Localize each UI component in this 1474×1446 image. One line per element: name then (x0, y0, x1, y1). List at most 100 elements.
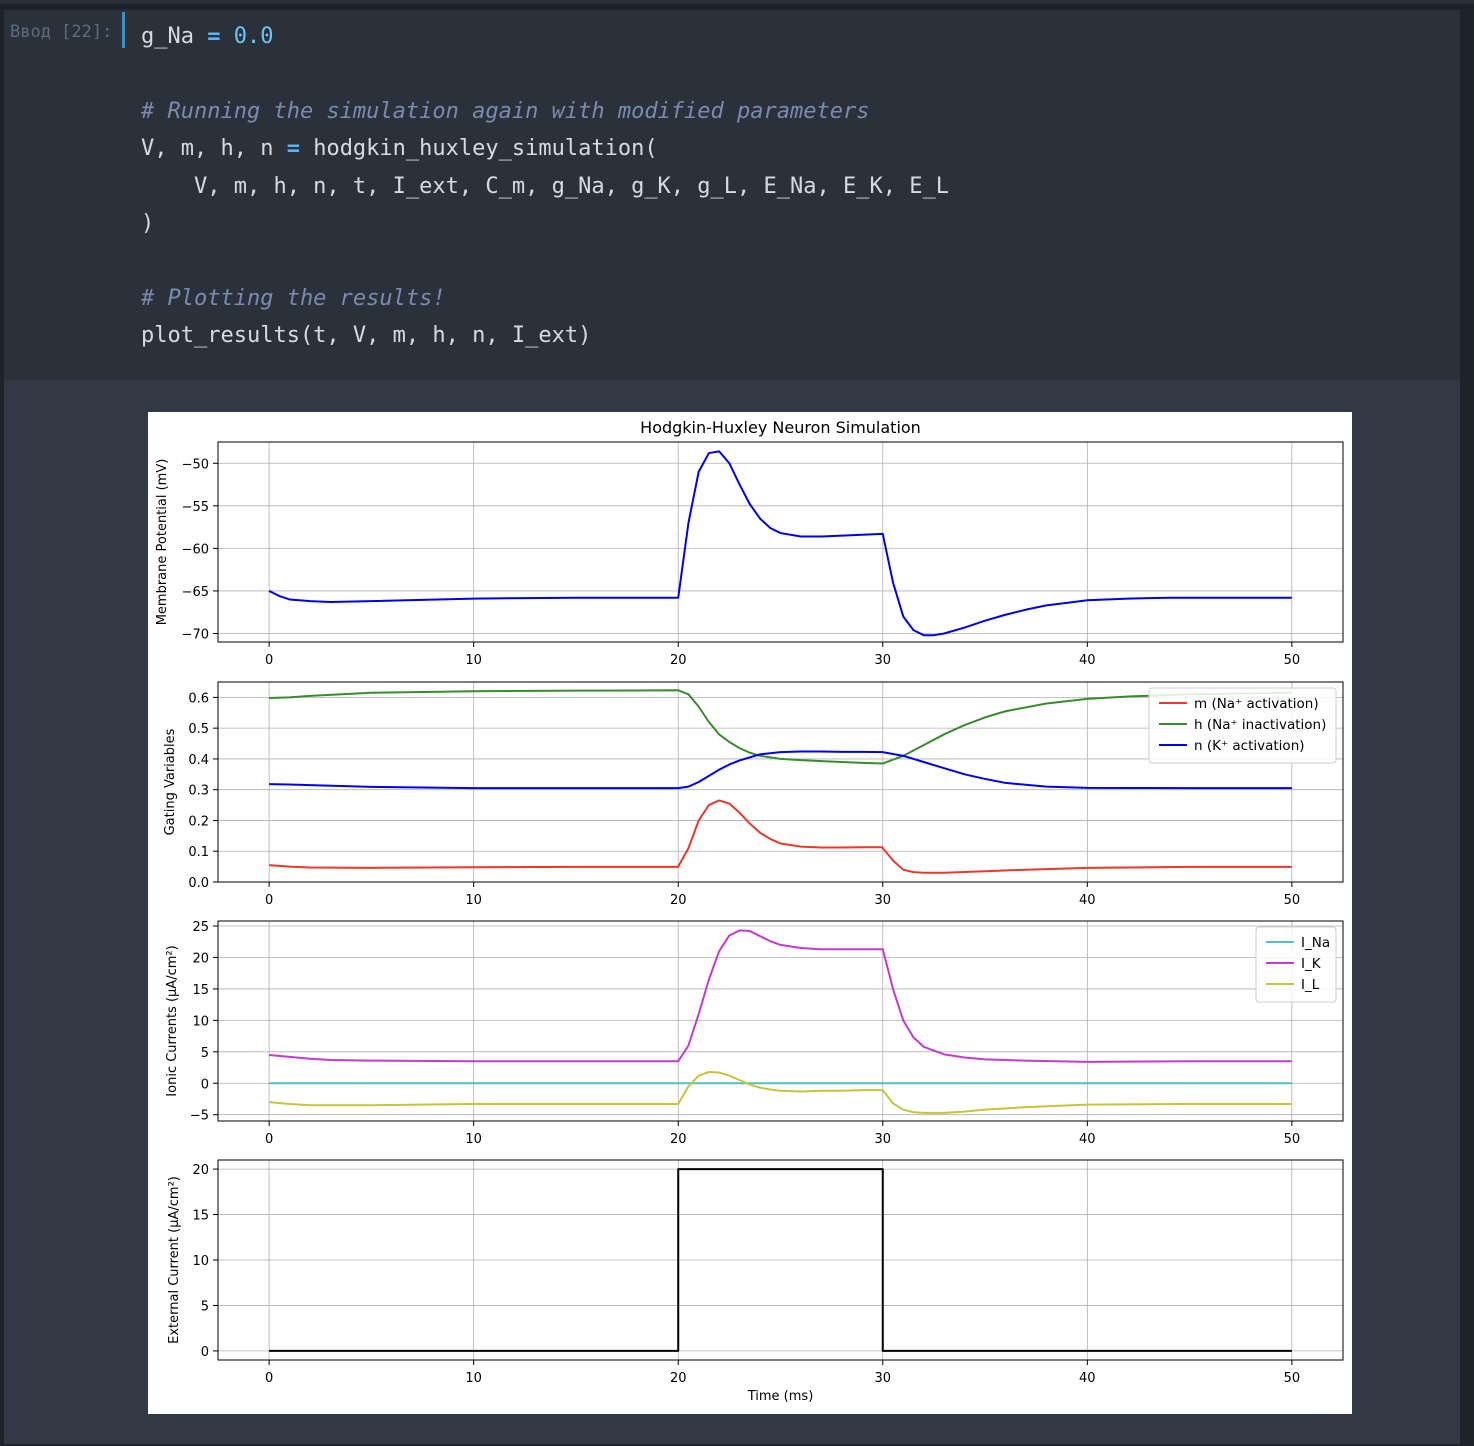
code-token (220, 24, 233, 49)
series-line-1 (269, 799, 1292, 874)
x-tick-label: 40 (1079, 1371, 1096, 1386)
axes-frame (217, 920, 1344, 1122)
subplot-3: 0 10 20 30 40 50 −5 0 5 10 15 20 25 Ionic Currents (µ… (165, 920, 1344, 1147)
y-tick-label: 0.0 (188, 876, 209, 891)
x-tick-label: 20 (670, 893, 687, 908)
x-tick-label: 0 (265, 1132, 273, 1147)
code-line (141, 55, 949, 92)
y-tick-label: 10 (192, 1254, 209, 1269)
x-tick-label: 50 (1284, 653, 1301, 668)
x-tick-label: 0 (265, 1371, 273, 1386)
x-tick-label: 40 (1079, 653, 1096, 668)
x-tick-label: 50 (1284, 1132, 1301, 1147)
y-tick-label: −70 (182, 627, 209, 642)
legend-label: I_K (1301, 956, 1322, 972)
code-line: ) (141, 205, 949, 242)
code-line: V, m, h, n, t, I_ext, C_m, g_Na, g_K, g_… (141, 168, 949, 205)
x-tick-label: 30 (874, 1132, 891, 1147)
y-tick-label: 5 (201, 1046, 209, 1061)
y-tick-label: −50 (182, 457, 209, 472)
code-token: g_Na (141, 24, 208, 49)
x-tick-label: 30 (874, 893, 891, 908)
y-tick-label: 15 (192, 1209, 209, 1224)
y-tick-label: −5 (190, 1109, 209, 1124)
subplot-4: 0 10 20 30 40 50 0 5 10 15 20 External Current (µA/… (167, 1159, 1344, 1404)
matplotlib-figure: 0 10 20 30 40 50 −70 −65 −60 −55 −50 Membrane Poten… (148, 412, 1352, 1414)
code-line: g_Na = 0.0 (141, 18, 949, 55)
y-tick-label: 0.3 (188, 784, 209, 799)
x-tick-label: 30 (874, 653, 891, 668)
x-tick-label: 20 (670, 653, 687, 668)
y-tick-label: 20 (192, 951, 209, 966)
y-tick-label: 10 (192, 1014, 209, 1029)
y-tick-label: 0 (201, 1077, 209, 1092)
top-bar (0, 0, 1474, 4)
legend-label: I_L (1301, 977, 1320, 993)
x-tick-label: 10 (465, 653, 482, 668)
y-tick-label: 0 (201, 1345, 209, 1360)
code-line: # Running the simulation again with modi… (141, 93, 949, 130)
x-tick-label: 20 (670, 1371, 687, 1386)
y-axis-label: Ionic Currents (µA/cm²) (165, 945, 180, 1096)
y-tick-label: 0.1 (188, 845, 209, 860)
y-tick-label: 0.2 (188, 814, 209, 829)
x-tick-label: 30 (874, 1371, 891, 1386)
x-tick-label: 0 (265, 893, 273, 908)
code-token: ) (141, 210, 155, 236)
x-tick-label: 10 (465, 1371, 482, 1386)
y-tick-label: 0.4 (188, 753, 209, 768)
subplot-2: 0 10 20 30 40 50 0.0 0.1 0.2 0.3 0.4 0.5 0.6 Gating V… (163, 681, 1344, 908)
cell-prompt: Ввод [22]: (10, 22, 113, 42)
y-axis-label: External Current (µA/cm²) (167, 1176, 182, 1344)
y-tick-label: −55 (182, 500, 209, 515)
code-token-num: 0.0 (233, 24, 274, 49)
axes-frame (217, 441, 1344, 643)
subplot-1: 0 10 20 30 40 50 −70 −65 −60 −55 −50 Membrane Poten… (155, 418, 1344, 668)
x-tick-label: 50 (1284, 893, 1301, 908)
y-tick-label: −65 (182, 585, 209, 600)
x-tick-label: 40 (1079, 893, 1096, 908)
code-token-op: = (286, 136, 300, 162)
legend: m (Na⁺ activation) h (Na⁺ inactivation) n … (1148, 687, 1337, 764)
code-line (141, 242, 949, 279)
series-line-3 (269, 1070, 1292, 1114)
legend-label: n (K⁺ activation) (1194, 738, 1305, 754)
code-token: V, m, h, n, t, I_ext, C_m, g_Na, g_K, g_… (141, 173, 949, 199)
legend-label: I_Na (1301, 935, 1330, 951)
x-tick-label: 40 (1079, 1132, 1096, 1147)
series-line-1 (268, 450, 1292, 637)
series-line-2 (269, 929, 1292, 1063)
series-line-3 (269, 750, 1292, 790)
code-input-area[interactable]: Ввод [22]: (4, 10, 1460, 380)
x-tick-label: 50 (1284, 1371, 1301, 1386)
y-tick-label: 5 (201, 1299, 209, 1314)
y-tick-label: 25 (192, 920, 209, 935)
code-line: plot_results(t, V, m, h, n, I_ext) (141, 317, 949, 354)
code-token-comment: # Running the simulation again with modi… (141, 98, 870, 124)
y-axis-label: Membrane Potential (mV) (155, 459, 170, 626)
y-axis-label: Gating Variables (163, 728, 178, 835)
x-tick-label: 10 (465, 893, 482, 908)
y-tick-label: 20 (192, 1163, 209, 1178)
code-editor[interactable]: g_Na = 0.0 # Running the simulation agai… (141, 18, 949, 355)
x-tick-label: 20 (670, 1132, 687, 1147)
series-line-1 (269, 1168, 1292, 1352)
chart-title: Hodgkin-Huxley Neuron Simulation (640, 418, 921, 437)
y-tick-label: 15 (192, 983, 209, 998)
code-line: V, m, h, n = hodgkin_huxley_simulation( (141, 130, 949, 167)
legend-box (1148, 687, 1337, 764)
code-token-op: = (207, 24, 221, 49)
series-line-2 (269, 689, 1292, 765)
code-token: hodgkin_huxley_simulation( (299, 136, 658, 162)
y-tick-label: −60 (182, 542, 209, 557)
legend-label: h (Na⁺ inactivation) (1194, 717, 1326, 733)
y-tick-label: 0.6 (188, 691, 209, 706)
x-tick-label: 10 (465, 1132, 482, 1147)
code-token: V, m, h, n (141, 136, 287, 162)
code-line: # Plotting the results! (141, 280, 949, 317)
legend-label: m (Na⁺ activation) (1194, 696, 1319, 712)
x-axis-label: Time (ms) (747, 1389, 814, 1404)
x-tick-label: 0 (265, 653, 273, 668)
code-token: plot_results(t, V, m, h, n, I_ext) (141, 323, 592, 349)
